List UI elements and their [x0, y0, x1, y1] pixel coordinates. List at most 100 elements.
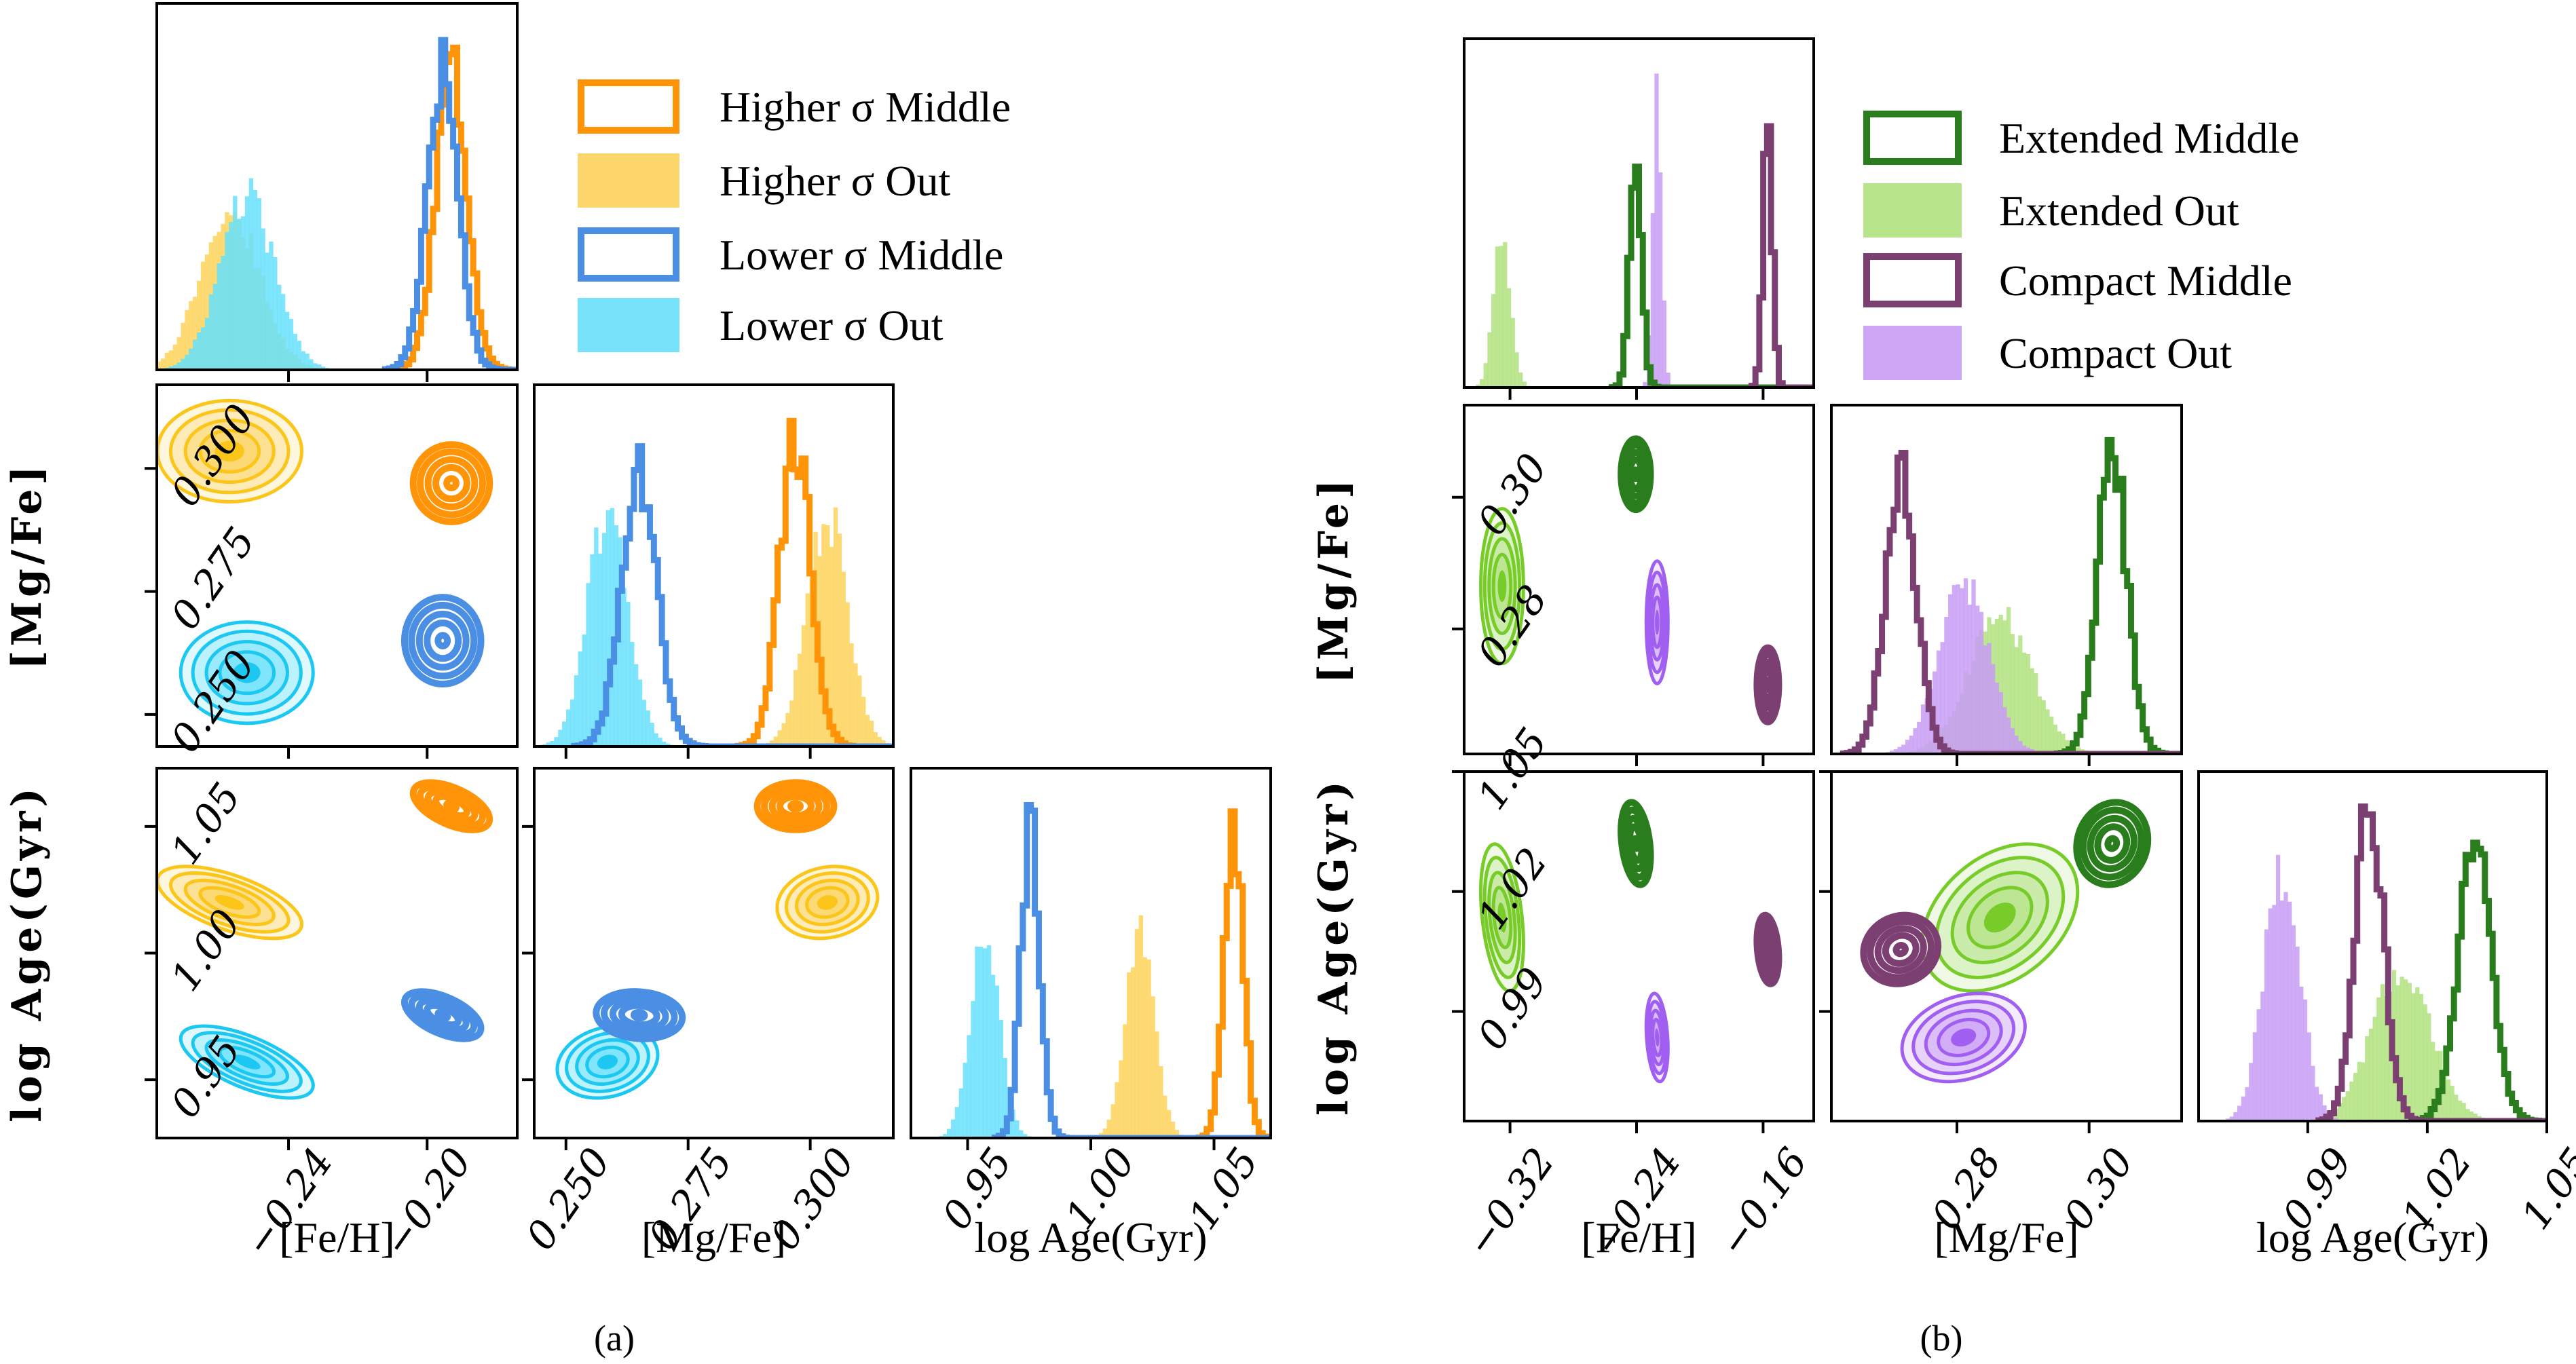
legend-label: Compact Out: [1999, 329, 2232, 377]
histogram-bar: [265, 252, 269, 370]
histogram-bar: [841, 571, 846, 746]
x-tick-label: 0.250: [517, 1139, 620, 1258]
legend-swatch-filled: [1863, 326, 1962, 380]
histogram-bar: [601, 533, 607, 746]
contour-level-line: [408, 992, 478, 1038]
panel-frame: [2197, 770, 2548, 1122]
contour-panel-mgfe-age: [555, 779, 880, 1100]
histogram-bar: [2315, 1086, 2319, 1121]
histogram-bar: [2045, 709, 2050, 754]
histogram-bar: [2400, 977, 2404, 1121]
histogram-bar: [2014, 735, 2019, 754]
histogram-bar: [212, 284, 217, 370]
histogram-bar: [2450, 1086, 2454, 1121]
histogram-bar: [2057, 731, 2061, 754]
legend-item: Lower σ Middle: [578, 227, 1003, 282]
contour-level-line: [408, 601, 478, 680]
histogram-bar: [185, 309, 189, 370]
contour-level-filled: [1497, 570, 1507, 602]
histogram-bar: [1917, 721, 1922, 754]
histogram-bar: [1956, 584, 1960, 754]
contour-level-line: [400, 594, 485, 688]
histogram-bar: [1115, 1082, 1119, 1138]
contour-level-line: [768, 788, 823, 825]
histogram-bar: [610, 508, 615, 746]
histogram-bar: [172, 344, 177, 370]
histogram-bar: [662, 741, 667, 746]
histogram-bar: [979, 947, 984, 1138]
contour-level-filled: [214, 895, 244, 910]
histogram-bar: [1952, 585, 1956, 754]
histogram-bar: [1960, 588, 1964, 754]
histogram-bar: [873, 732, 878, 746]
histogram-bar: [837, 533, 842, 746]
histogram-bar: [1130, 967, 1136, 1138]
contour-level-line: [1630, 835, 1641, 852]
y-axis-label: [Mg/Fe]: [3, 461, 51, 670]
corner-plot-0: −0.24 −0.20[Fe/H] 0.250 0.275 0.300[Mg/Fe] 0.…: [3, 2, 1272, 1359]
histogram-bar: [857, 675, 862, 746]
contour-level-filled: [1655, 609, 1660, 635]
x-tick-label: 1.05: [2512, 1139, 2576, 1238]
histogram-bar: [273, 257, 278, 370]
histogram-bar: [869, 721, 874, 746]
histogram-bar: [244, 196, 250, 370]
histogram-bar: [2021, 745, 2027, 754]
histogram-bar: [1142, 957, 1147, 1138]
histogram-bar: [2030, 668, 2034, 754]
contour-level-line: [1892, 942, 1909, 958]
histogram-bar: [293, 333, 297, 370]
histogram-bar: [157, 361, 162, 370]
panel-frame: [1463, 404, 1815, 755]
histogram-bar: [305, 354, 310, 370]
histogram-bar: [1146, 960, 1151, 1138]
histogram-bar: [2465, 1109, 2470, 1121]
histogram-bar: [570, 699, 575, 746]
contour-level-line: [593, 988, 686, 1042]
histogram-bar: [176, 362, 181, 370]
histogram-bar: [2002, 620, 2007, 754]
x-axis-label: [Mg/Fe]: [1934, 1213, 2078, 1262]
histogram-bar: [971, 1001, 975, 1138]
histogram-bar: [2279, 901, 2284, 1121]
histogram-bar: [204, 254, 210, 370]
contour-panel-feh-age: [1479, 799, 1782, 1084]
histogram-step-line: [2408, 839, 2547, 1121]
hist-panel-age: [931, 802, 1271, 1138]
histogram-bar: [801, 625, 806, 746]
legend-swatch-filled: [578, 298, 679, 352]
histogram-bar: [1658, 172, 1663, 387]
contour-panel-mgfe-age: [1860, 799, 2152, 1084]
histogram-bar: [261, 228, 265, 370]
legend-label: Lower σ Out: [720, 301, 944, 349]
hist-panel-mgfe: [1840, 436, 2182, 754]
histogram-bar: [1151, 996, 1155, 1138]
histogram-bar: [554, 737, 559, 746]
legend-swatch-filled: [578, 153, 679, 208]
histogram-bar: [1155, 1031, 1159, 1138]
histogram-bar: [2427, 1013, 2431, 1121]
histogram-bar: [1170, 1121, 1176, 1138]
legend-label: Compact Middle: [1999, 257, 2292, 305]
panel-frame: [1830, 770, 2183, 1122]
histogram-bar: [2010, 727, 2015, 754]
histogram-bar: [773, 736, 779, 746]
histogram-bar: [2049, 716, 2054, 754]
histogram-bar: [189, 348, 193, 370]
contour-level-line: [415, 997, 470, 1034]
histogram-bar: [1514, 352, 1519, 387]
contour-level-line: [424, 788, 479, 825]
histogram-bar: [1166, 1110, 1172, 1138]
legend-label: Extended Out: [1999, 187, 2239, 235]
contour-level-line: [424, 619, 462, 662]
histogram-bar: [288, 318, 294, 370]
contour-level-line: [432, 463, 470, 503]
histogram-bar: [1654, 73, 1659, 387]
contour-level-line: [434, 632, 451, 649]
histogram-bar: [2288, 901, 2292, 1121]
contour-level-filled: [233, 1055, 261, 1069]
contour-level-line: [630, 1008, 648, 1022]
contour-level-filled: [233, 662, 261, 683]
histogram-bar: [185, 354, 189, 370]
histogram-bar: [650, 723, 654, 746]
